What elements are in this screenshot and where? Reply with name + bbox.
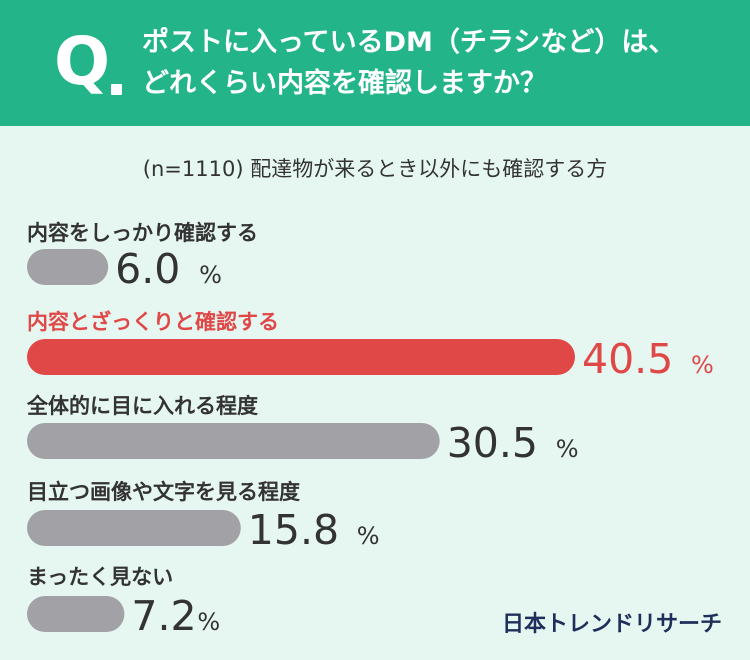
sample-size-note: (n=1110) 配達物が来るとき以外にも確認する方 (142, 157, 608, 181)
percent-unit: % (357, 522, 380, 550)
category-label: まったく見ない (27, 565, 173, 589)
question-line-2: どれくらい内容を確認しますか？ (142, 68, 547, 99)
bar (27, 596, 125, 632)
percent-unit: % (691, 351, 714, 379)
question-line-1: ポストに入っているDM（チラシなど）は、 (142, 27, 676, 58)
value-label: 7.2 (131, 592, 196, 640)
category-label: 内容をしっかり確認する (27, 221, 258, 245)
category-label: 内容とざっくりと確認する (27, 310, 279, 334)
question-header: Q ポストに入っているDM（チラシなど）は、 どれくらい内容を確認しますか？ (0, 0, 750, 126)
q-mark: Q (54, 23, 111, 100)
value-label: 30.5 (447, 419, 538, 467)
bar (27, 339, 575, 375)
brand-logo: 日本トレンドリサーチ (501, 612, 722, 637)
bar (27, 249, 109, 285)
percent-unit: % (197, 608, 220, 636)
bar (27, 423, 440, 459)
value-label: 40.5 (582, 335, 673, 383)
bar (27, 510, 241, 546)
category-label: 全体的に目に入れる程度 (26, 394, 258, 418)
q-dot-decoration (111, 84, 122, 95)
value-label: 6.0 (115, 245, 180, 293)
value-label: 15.8 (248, 506, 339, 554)
percent-unit: % (556, 435, 579, 463)
category-label: 目立つ画像や文字を見る程度 (27, 480, 300, 504)
percent-unit: % (199, 261, 222, 289)
